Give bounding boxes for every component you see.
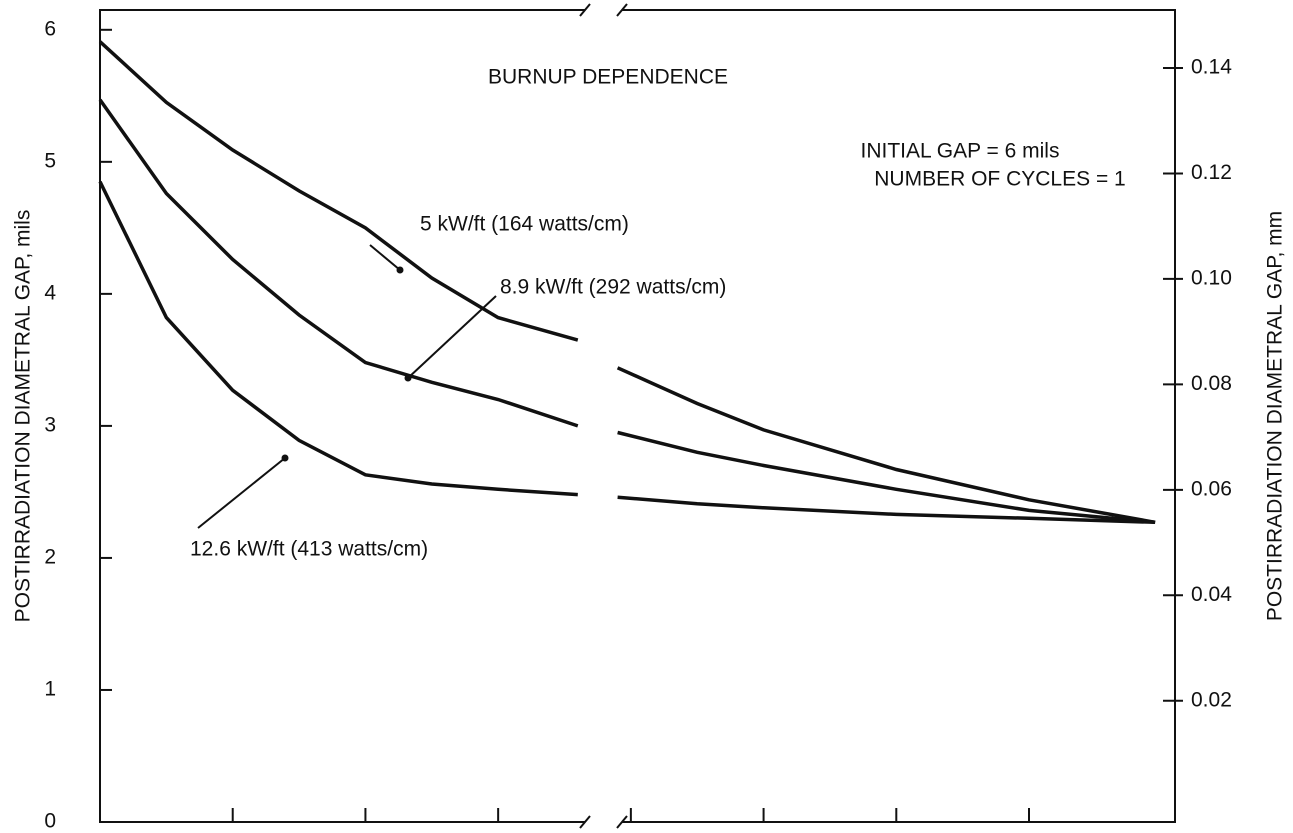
y-tick-label: 1 xyxy=(44,678,56,701)
annotation: NUMBER OF CYCLES = 1 xyxy=(874,168,1125,191)
series-label: 8.9 kW/ft (292 watts/cm) xyxy=(500,276,726,299)
y-tick-label: 2 xyxy=(44,545,56,568)
y-tick-label: 3 xyxy=(44,413,56,436)
arrow-head xyxy=(396,266,404,274)
label-arrow xyxy=(197,457,286,529)
annotation: INITIAL GAP = 6 mils xyxy=(861,140,1060,163)
axis-break xyxy=(616,815,628,829)
y-tick-label: 6 xyxy=(44,17,56,40)
series-label: 12.6 kW/ft (413 watts/cm) xyxy=(190,538,428,561)
label-arrow xyxy=(369,244,401,271)
series-label: 5 kW/ft (164 watts/cm) xyxy=(420,213,629,236)
y2-tick-label: 0.02 xyxy=(1191,688,1232,711)
y-axis-label: POSTIRRADIATION DIAMETRAL GAP, mils xyxy=(12,210,35,623)
arrow-head xyxy=(404,374,412,382)
y2-tick-label: 0.12 xyxy=(1191,161,1232,184)
y-tick-label: 5 xyxy=(44,149,56,172)
y2-tick-label: 0.06 xyxy=(1191,477,1232,500)
axis-frame xyxy=(99,9,1176,823)
chart-title: BURNUP DEPENDENCE xyxy=(488,66,728,89)
axis-break xyxy=(579,3,591,17)
arrow-head xyxy=(281,454,289,462)
y-tick-label: 4 xyxy=(44,281,56,304)
y2-tick-label: 0.08 xyxy=(1191,372,1232,395)
axis-break xyxy=(579,815,591,829)
y2-tick-label: 0.14 xyxy=(1191,56,1232,79)
axis-break xyxy=(616,3,628,17)
y2-axis-label: POSTIRRADIATION DIAMETRAL GAP, mm xyxy=(1264,211,1287,621)
y-tick-label: 0 xyxy=(44,810,56,833)
y2-tick-label: 0.10 xyxy=(1191,266,1232,289)
label-arrow xyxy=(407,295,497,379)
series-line xyxy=(98,180,1156,525)
y2-tick-label: 0.04 xyxy=(1191,583,1232,606)
series-line xyxy=(98,98,1156,525)
series-line xyxy=(98,40,1156,525)
